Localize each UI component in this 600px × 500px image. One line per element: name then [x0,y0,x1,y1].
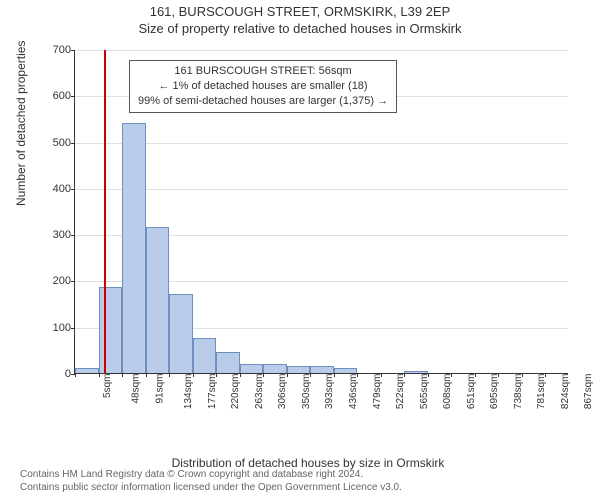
xtick-mark [545,373,546,377]
xtick-mark [428,373,429,377]
xtick-mark [75,373,76,377]
ytick-mark [71,281,75,282]
title-line-2: Size of property relative to detached ho… [0,21,600,38]
xtick-mark [357,373,358,377]
xtick-mark [287,373,288,377]
ytick-mark [71,50,75,51]
histogram-bar [240,364,264,373]
ytick-mark [71,96,75,97]
xtick-label: 350sqm [301,374,312,410]
xtick-mark [263,373,264,377]
xtick-mark [334,373,335,377]
xtick-mark [404,373,405,377]
property-marker-line [104,50,106,373]
xtick-mark [381,373,382,377]
xtick-label: 522sqm [395,374,406,410]
ytick-mark [71,235,75,236]
xtick-mark [122,373,123,377]
ytick-mark [71,143,75,144]
histogram-bar [310,366,334,373]
info-box-line-1: 161 BURSCOUGH STREET: 56sqm [138,64,388,79]
ytick-mark [71,189,75,190]
histogram-bar [75,368,99,373]
footer-line-2: Contains public sector information licen… [20,481,402,494]
xtick-label: 436sqm [348,374,359,410]
title-line-1: 161, BURSCOUGH STREET, ORMSKIRK, L39 2EP [0,4,600,21]
chart-container: Number of detached properties 0100200300… [38,44,578,424]
histogram-bar [122,123,146,373]
histogram-bar [99,287,123,373]
xtick-label: 608sqm [442,374,453,410]
xtick-label: 824sqm [560,374,571,410]
xtick-mark [310,373,311,377]
xtick-label: 738sqm [513,374,524,410]
ytick-label: 200 [37,275,71,287]
xtick-label: 48sqm [131,374,142,404]
xtick-label: 651sqm [466,374,477,410]
xtick-mark [498,373,499,377]
xtick-label: 479sqm [372,374,383,410]
xtick-label: 393sqm [325,374,336,410]
xtick-mark [475,373,476,377]
xtick-mark [193,373,194,377]
xtick-mark [99,373,100,377]
histogram-bar [169,294,193,373]
xtick-mark [169,373,170,377]
ytick-label: 700 [37,44,71,56]
xtick-label: 306sqm [278,374,289,410]
histogram-bar [193,338,217,373]
xtick-label: 565sqm [419,374,430,410]
histogram-bar [146,227,170,373]
xtick-mark [216,373,217,377]
xtick-mark [451,373,452,377]
xtick-label: 134sqm [183,374,194,410]
info-box: 161 BURSCOUGH STREET: 56sqm ← 1% of deta… [129,60,397,113]
ytick-label: 100 [37,322,71,334]
ytick-label: 0 [37,368,71,380]
ytick-mark [71,328,75,329]
plot-area: 01002003004005006007005sqm48sqm91sqm134s… [74,50,568,374]
histogram-bar [216,352,240,373]
y-axis-label: Number of detached properties [14,41,28,206]
xtick-mark [522,373,523,377]
xtick-label: 5sqm [102,374,113,398]
xtick-label: 781sqm [536,374,547,410]
gridline [75,50,568,51]
footer-line-1: Contains HM Land Registry data © Crown c… [20,468,402,481]
footer: Contains HM Land Registry data © Crown c… [20,468,402,494]
histogram-bar [404,371,428,373]
gridline [75,143,568,144]
gridline [75,189,568,190]
histogram-bar [287,366,311,373]
xtick-label: 695sqm [489,374,500,410]
info-box-line-2: ← 1% of detached houses are smaller (18) [138,79,388,94]
ytick-label: 500 [37,137,71,149]
info-box-line-3: 99% of semi-detached houses are larger (… [138,94,388,109]
xtick-label: 263sqm [254,374,265,410]
xtick-label: 91sqm [154,374,165,404]
histogram-bar [263,364,287,373]
ytick-label: 300 [37,229,71,241]
xtick-mark [146,373,147,377]
xtick-mark [240,373,241,377]
ytick-label: 400 [37,183,71,195]
xtick-label: 867sqm [583,374,594,410]
chart-header: 161, BURSCOUGH STREET, ORMSKIRK, L39 2EP… [0,0,600,38]
histogram-bar [334,368,358,373]
ytick-label: 600 [37,90,71,102]
xtick-label: 220sqm [230,374,241,410]
xtick-label: 177sqm [207,374,218,410]
